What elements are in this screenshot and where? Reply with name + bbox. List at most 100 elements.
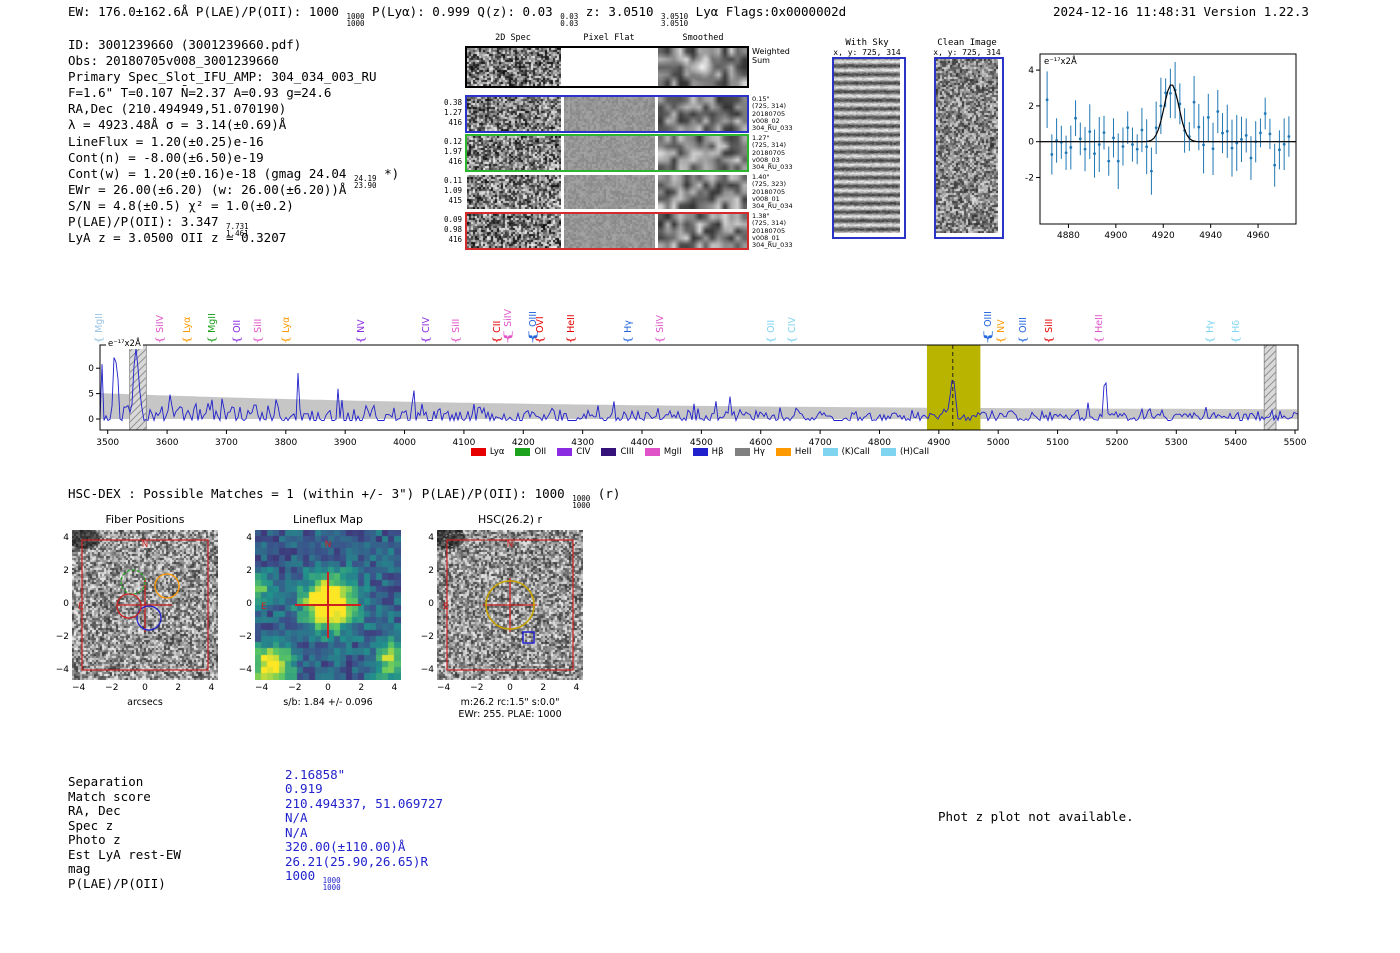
svg-text:4000: 4000 xyxy=(393,438,416,448)
spec-cutout-row-2 xyxy=(465,134,749,172)
svg-text:N: N xyxy=(325,540,332,550)
spectrum-flux-units: e⁻¹⁷x2Å xyxy=(106,339,143,349)
legend-swatch xyxy=(470,448,486,456)
svg-text:5200: 5200 xyxy=(1105,438,1128,448)
cutout-2-xtick-0: 0 xyxy=(507,683,513,693)
cutout-2-ytick--4: −4 xyxy=(420,665,434,676)
info-line-4: RA,Dec (210.494949,51.070190) xyxy=(68,101,287,117)
legend-swatch xyxy=(822,448,838,456)
svg-text:2: 2 xyxy=(1028,102,1034,112)
cutout-0-xtick-4: 4 xyxy=(208,683,215,693)
stacked-fraction: 1000 1000 xyxy=(572,494,591,510)
svg-text:4200: 4200 xyxy=(512,438,535,448)
svg-text:4500: 4500 xyxy=(690,438,713,448)
row-1-smoothed xyxy=(658,97,747,131)
spec-cutout-row-1 xyxy=(465,95,749,133)
match-label-0: Separation xyxy=(68,774,144,789)
info-line-9: EWr = 26.00(±6.20) (w: 26.00(±6.20))Å xyxy=(68,181,347,197)
info-line-6: LineFlux = 1.20(±0.25)e-16 xyxy=(68,133,264,149)
svg-text:4: 4 xyxy=(1028,66,1034,76)
stacked-fraction: 3.0510 3.0510 xyxy=(661,12,689,28)
fiber-positions-overlay: NE xyxy=(78,539,209,671)
match-label-7: P(LAE)/P(OII) xyxy=(68,875,166,891)
svg-text:3600: 3600 xyxy=(156,438,179,448)
legend-item-(H)CaII: (H)CaII xyxy=(880,447,929,457)
svg-text:3900: 3900 xyxy=(334,438,357,448)
svg-text:5000: 5000 xyxy=(987,438,1010,448)
spec-row-3-right-labels: 1.40" (725, 323) 20180705 v008_01 304_RU_034 xyxy=(752,173,793,211)
col-header-2dspec: 2D Spec xyxy=(495,33,531,43)
match-value-7: 1000 1000 1000 xyxy=(285,868,341,893)
row-3-2dspec xyxy=(467,175,561,209)
cutout-0-ytick--4: −4 xyxy=(55,665,69,676)
lineflux-map-title: Lineflux Map xyxy=(292,513,364,526)
cutout-2-ytick-4: 4 xyxy=(428,532,434,543)
cutout-1-ytick--4: −4 xyxy=(238,665,252,676)
legend-item-(K)CaII: (K)CaII xyxy=(822,447,870,457)
legend-swatch xyxy=(644,448,660,456)
svg-text:0.0: 0.0 xyxy=(88,415,94,425)
svg-text:E: E xyxy=(261,602,267,612)
legend-swatch xyxy=(601,448,617,456)
match-value-1: 0.919 xyxy=(285,781,323,797)
svg-text:4900: 4900 xyxy=(927,438,950,448)
row-0-2dspec xyxy=(467,48,561,86)
cutout-1-xtick-0: 0 xyxy=(325,683,331,693)
withsky-panel xyxy=(832,57,906,239)
cutout-2-xtick--4: −4 xyxy=(436,683,451,693)
match-label-6: mag xyxy=(68,861,91,877)
svg-text:N: N xyxy=(507,540,514,550)
spec-row-4-right-labels: 1.38" (725, 314) 20180705 v008_01 304_RU_033 xyxy=(752,212,793,250)
svg-text:4960: 4960 xyxy=(1247,231,1270,241)
spec-row-4-left-labels: 0.09 0.98 416 xyxy=(443,215,462,244)
cutout-1-xtick--4: −4 xyxy=(254,683,269,693)
emission-line-zoom-plot: 4880 4900 4920 4940 4960 -2 0 2 4 xyxy=(1025,53,1297,241)
legend-swatch xyxy=(557,448,573,456)
cutout-0-ytick-2: 2 xyxy=(63,565,69,576)
lineflux-caption: s/b: 1.84 +/- 0.096 xyxy=(283,697,373,708)
detection-info-block: ID: 3001239660 (3001239660.pdf) Obs: 2018… xyxy=(68,37,399,246)
svg-text:4800: 4800 xyxy=(868,438,891,448)
svg-text:4920: 4920 xyxy=(1152,231,1175,241)
stacked-fraction: 1000 1000 xyxy=(322,876,341,893)
legend-swatch xyxy=(692,448,708,456)
svg-text:4880: 4880 xyxy=(1057,231,1080,241)
row-2-pixelflat xyxy=(564,136,655,170)
cutout-0-xtick--2: −2 xyxy=(105,683,119,693)
info-line-8: Cont(w) = 1.20(±0.16)e-18 (gmag 24.04 24… xyxy=(68,165,400,190)
stacked-fraction: 7.731 1.461 xyxy=(226,222,249,239)
hsc-caption-1: m:26.2 rc:1.5" s:0.0" xyxy=(460,697,560,708)
info-line-11: P(LAE)/P(OII): 3.347 7.731 1.461 xyxy=(68,214,249,239)
info-line-1: Obs: 20180705v008_3001239660 xyxy=(68,53,279,69)
row-3-pixelflat xyxy=(564,175,655,209)
svg-text:-2: -2 xyxy=(1025,173,1034,183)
match-label-2: RA, Dec xyxy=(68,803,121,819)
svg-text:N: N xyxy=(142,540,149,550)
hsc-matches-header: HSC-DEX : Possible Matches = 1 (within +… xyxy=(68,486,621,510)
spec-row-2-left-labels: 0.12 1.97 416 xyxy=(443,137,462,166)
legend-item-Hγ: Hγ xyxy=(734,447,765,457)
lineflux-map-overlay: NE xyxy=(261,540,361,638)
spectrum-legend: Lyα OII CIV CIII MgII Hβ Hγ HeII (K)CaII (H)CaII xyxy=(400,447,1000,457)
spec-row-3-left-labels: 0.11 1.09 415 xyxy=(443,176,462,205)
hsc-caption-2: EWr: 255. PLAE: 1000 xyxy=(458,709,562,720)
hsc-cutout-title: HSC(26.2) r xyxy=(477,513,543,526)
cutout-1-ytick-4: 4 xyxy=(246,532,252,543)
match-label-4: Photo z xyxy=(68,832,121,848)
col-header-smoothed: Smoothed xyxy=(682,33,724,43)
svg-text:3800: 3800 xyxy=(274,438,297,448)
photz-note: Phot z plot not available. xyxy=(938,809,1134,824)
cutout-0-ytick-4: 4 xyxy=(63,532,69,543)
svg-text:5400: 5400 xyxy=(1224,438,1247,448)
svg-text:E: E xyxy=(443,602,449,612)
spec-row-2-right-labels: 1.27" (725, 314) 20180705 v008_03 304_RU_033 xyxy=(752,134,793,172)
legend-item-MgII: MgII xyxy=(644,447,682,457)
withsky-coords: x, y: 725, 314 xyxy=(833,48,901,57)
row-1-2dspec xyxy=(467,97,561,131)
match-value-3: N/A xyxy=(285,810,308,826)
svg-text:4600: 4600 xyxy=(749,438,772,448)
spec-cutout-row-3 xyxy=(465,173,749,211)
legend-item-OII: OII xyxy=(515,447,546,457)
spec-cutout-row-4 xyxy=(465,212,749,250)
summary-header: EW: 176.0±162.6Å P(LAE)/P(OII): 1000 100… xyxy=(68,4,847,28)
